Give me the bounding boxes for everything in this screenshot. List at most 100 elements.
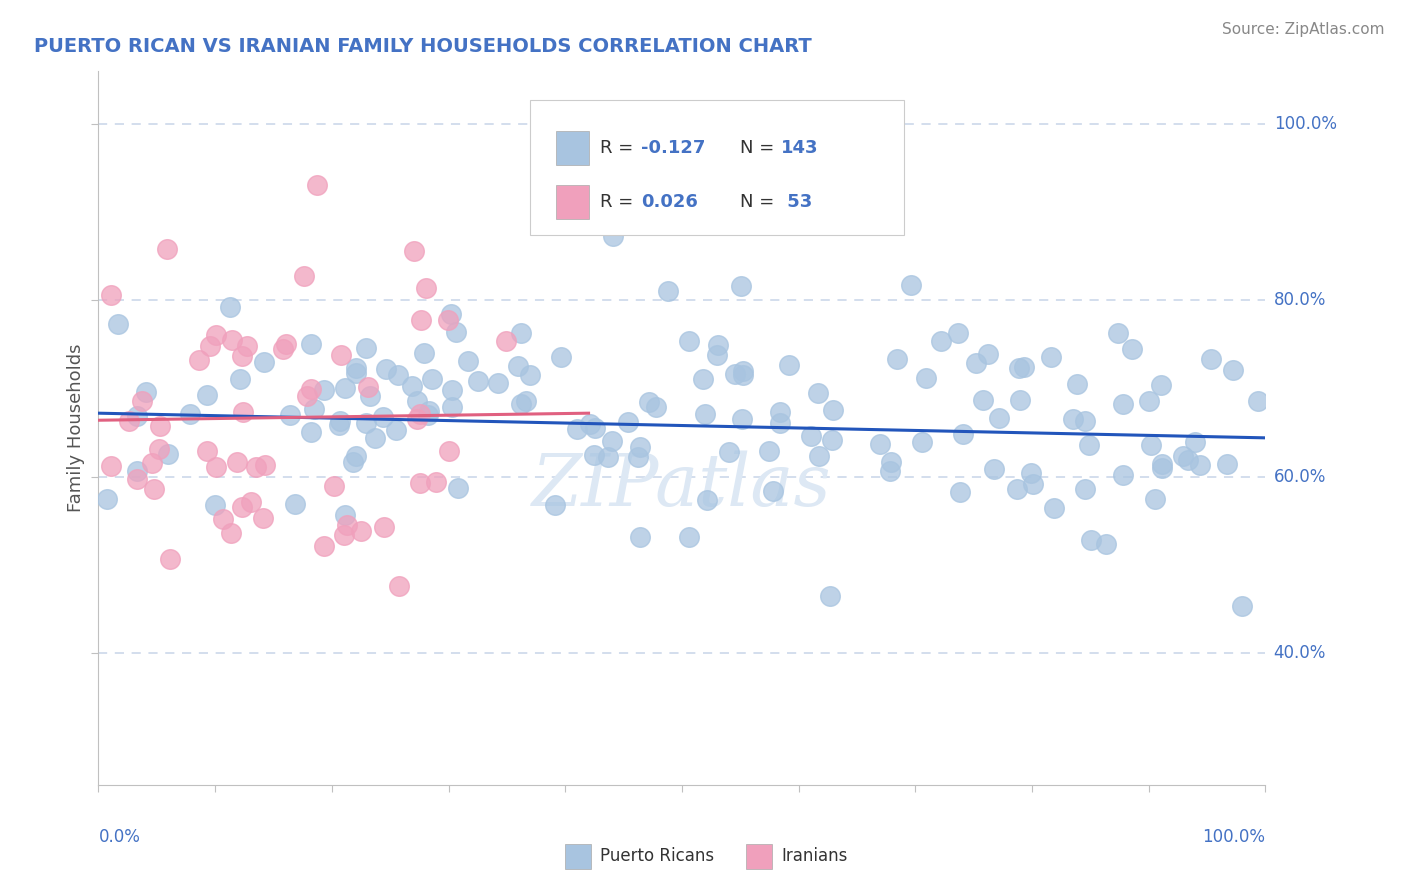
Point [159, 552, 181, 566]
Point [418, 404, 440, 418]
Point [344, 449, 367, 463]
Point [335, 381, 357, 395]
Point [156, 242, 179, 256]
Point [245, 459, 267, 474]
Point [1077, 438, 1099, 452]
Point [218, 300, 240, 314]
Point [420, 372, 443, 386]
Point [467, 375, 489, 389]
Point [718, 444, 741, 458]
Point [583, 421, 606, 435]
Point [1062, 411, 1084, 425]
Point [148, 442, 170, 457]
Point [284, 497, 307, 511]
Text: 100.0%: 100.0% [1274, 115, 1337, 133]
Point [583, 449, 606, 463]
Text: Iranians: Iranians [782, 847, 848, 865]
Point [506, 359, 529, 374]
Point [333, 508, 356, 522]
Text: 0.026: 0.026 [641, 193, 697, 211]
Point [314, 384, 336, 398]
Point [357, 380, 380, 394]
Point [387, 368, 409, 382]
Point [302, 401, 325, 416]
Point [221, 333, 243, 347]
Point [1095, 537, 1118, 551]
Point [371, 410, 394, 425]
Point [1043, 501, 1066, 516]
Point [946, 326, 969, 341]
Point [437, 443, 460, 458]
Point [1216, 457, 1239, 471]
Point [342, 454, 364, 468]
Point [952, 427, 974, 442]
Point [149, 419, 172, 434]
Point [616, 415, 638, 429]
Point [880, 455, 903, 469]
Point [335, 517, 357, 532]
Point [733, 364, 755, 378]
Point [125, 409, 148, 423]
Text: N =: N = [741, 139, 780, 157]
Point [1137, 394, 1160, 409]
Point [363, 431, 385, 445]
Point [731, 368, 754, 382]
Point [329, 414, 352, 428]
Point [977, 347, 1000, 361]
Point [142, 482, 165, 496]
Point [187, 353, 209, 368]
Text: 80.0%: 80.0% [1274, 292, 1326, 310]
Point [509, 326, 531, 341]
Point [778, 358, 800, 372]
Point [638, 394, 661, 409]
Point [239, 495, 262, 509]
Point [886, 351, 908, 366]
Point [253, 458, 276, 473]
FancyBboxPatch shape [555, 185, 589, 219]
Point [330, 348, 353, 362]
Point [292, 269, 315, 284]
Point [820, 589, 842, 603]
Point [543, 498, 565, 512]
Point [657, 284, 679, 298]
Point [510, 396, 533, 410]
Point [385, 423, 408, 437]
Point [1222, 363, 1244, 377]
Point [229, 372, 252, 386]
Point [1074, 482, 1097, 496]
Point [1121, 342, 1143, 356]
FancyBboxPatch shape [565, 844, 591, 869]
Y-axis label: Family Households: Family Households [66, 344, 84, 512]
Point [440, 383, 463, 397]
Point [118, 414, 141, 428]
Point [769, 405, 792, 419]
Point [356, 416, 378, 430]
Point [949, 484, 972, 499]
Text: N =: N = [741, 193, 780, 211]
Point [441, 400, 464, 414]
Point [350, 524, 373, 538]
Point [598, 450, 620, 464]
Point [1010, 392, 1032, 407]
Point [204, 498, 226, 512]
Point [416, 408, 439, 422]
Point [1152, 457, 1174, 471]
Point [1008, 360, 1031, 375]
Text: 100.0%: 100.0% [1202, 828, 1265, 846]
Point [415, 281, 437, 295]
Point [198, 338, 221, 352]
Point [1152, 461, 1174, 475]
Point [444, 326, 467, 340]
Point [879, 464, 901, 478]
Point [696, 493, 718, 508]
Text: Source: ZipAtlas.com: Source: ZipAtlas.com [1222, 22, 1385, 37]
Point [730, 279, 752, 293]
Point [678, 334, 700, 349]
FancyBboxPatch shape [530, 100, 904, 235]
Point [1112, 397, 1135, 411]
Point [322, 478, 344, 492]
Point [96, 491, 118, 506]
Point [299, 425, 322, 439]
Point [401, 379, 423, 393]
Point [1188, 458, 1211, 472]
